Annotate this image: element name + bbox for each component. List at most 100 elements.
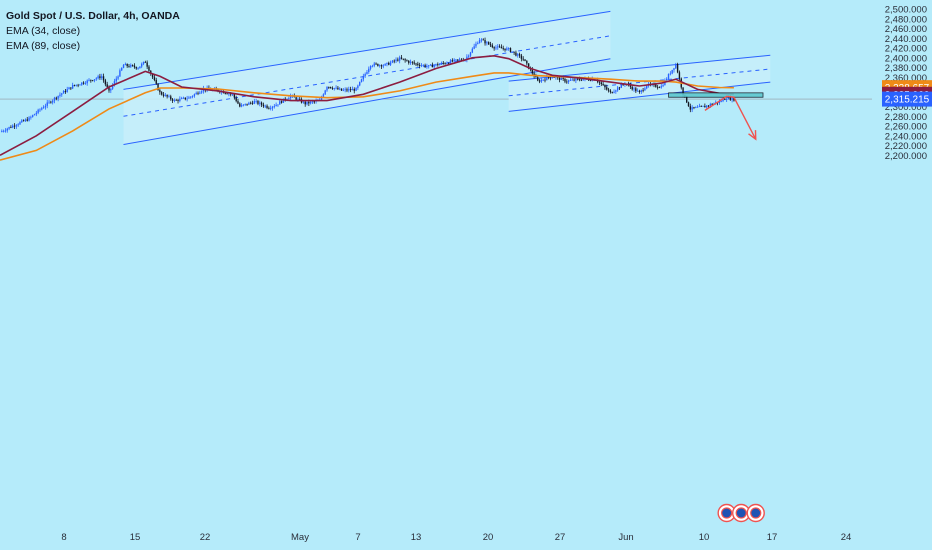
candle-body [378,65,381,66]
y-tick-label: 2,400.000 [885,53,927,64]
candle-body [709,104,712,106]
candle-body [547,76,550,78]
candle-body [157,83,159,91]
candle-body [162,94,165,96]
resistance-zone [668,92,764,98]
candle-body [404,59,406,61]
candle-body [646,85,648,89]
candle-body [380,65,383,67]
time-axis[interactable]: 8 15 22 May 7 13 20 27 Jun 10 17 24 [61,532,851,543]
candle-body [240,105,243,107]
candle-body [324,90,326,95]
candle-body [106,84,108,88]
candle-body [477,43,479,44]
candle-body [346,89,348,91]
candle-body [408,60,410,63]
candle-body [320,97,323,100]
candle-body [184,97,186,100]
y-tick-label: 2,380.000 [885,63,927,74]
candle-body [306,101,308,105]
candle-body [598,81,601,83]
candle-body [37,109,39,113]
candle-body [119,70,121,77]
candle-body [553,77,555,78]
x-tick-label: 20 [483,532,494,543]
y-tick-label: 2,220.000 [885,141,927,152]
candle-body [90,79,92,81]
y-tick-label: 2,280.000 [885,112,927,123]
candle-body [555,76,557,78]
candle-body [727,97,730,100]
candle-body [110,88,112,91]
candle-body [535,76,537,78]
candle-body [449,60,452,64]
candle-body [244,103,246,105]
candle-body [571,79,573,81]
candle-body [93,79,96,81]
candle-body [288,98,290,100]
candle-body [322,94,325,98]
candle-body [26,119,28,121]
candle-body [428,65,430,67]
candle-body [142,61,145,64]
candle-body [41,108,43,110]
drawing-overlay[interactable] [668,92,765,523]
candle-body [30,116,32,118]
candle-body [273,106,276,107]
candle-body [266,105,268,108]
candle-body [518,54,521,56]
candle-body [455,59,457,61]
candle-body [564,78,566,82]
candle-body [150,70,152,74]
candle-body [482,39,484,41]
candle-body [526,60,528,64]
candle-body [257,100,259,104]
candle-body [577,78,579,80]
candle-body [446,63,448,64]
candle-body [366,71,368,74]
candle-body [19,122,21,125]
candle-body [228,93,230,95]
candle-body [382,65,385,67]
candle-body [48,101,50,103]
candle-body [431,64,434,68]
candle-body [453,59,455,62]
ema89-legend[interactable]: EMA (89, close) [6,40,81,52]
candle-body [513,51,515,53]
candle-body [502,48,504,50]
x-tick-label: 15 [130,532,141,543]
symbol-title[interactable]: Gold Spot / U.S. Dollar, 4h, OANDA [6,10,180,22]
candle-body [188,97,190,99]
candle-body [473,46,475,49]
candle-body [175,99,177,101]
candle-body [6,128,8,131]
candle-body [133,65,136,68]
candle-body [62,90,65,94]
candle-body [348,89,350,91]
y-tick-label: 2,500.000 [885,5,927,16]
candle-body [489,44,492,46]
candle-body [500,47,503,49]
candle-body [673,68,675,71]
candle-body [264,105,266,107]
candle-body [128,65,130,67]
candle-body [160,92,163,95]
candle-body [515,52,517,56]
candle-body [629,84,632,87]
candle-body [77,84,79,86]
candle-body [8,127,10,129]
candle-body [182,97,185,99]
ema34-legend[interactable]: EMA (34, close) [6,25,81,37]
x-tick-label: May [291,532,309,543]
candle-body [309,101,312,104]
candle-body [667,74,670,79]
y-tick-label: 2,200.000 [885,151,927,162]
candle-body [638,90,641,92]
candle-body [566,81,568,83]
candle-body [17,124,19,126]
candle-body [369,66,372,69]
candle-body [409,61,412,63]
candle-body [391,60,394,63]
candle-body [362,75,365,80]
